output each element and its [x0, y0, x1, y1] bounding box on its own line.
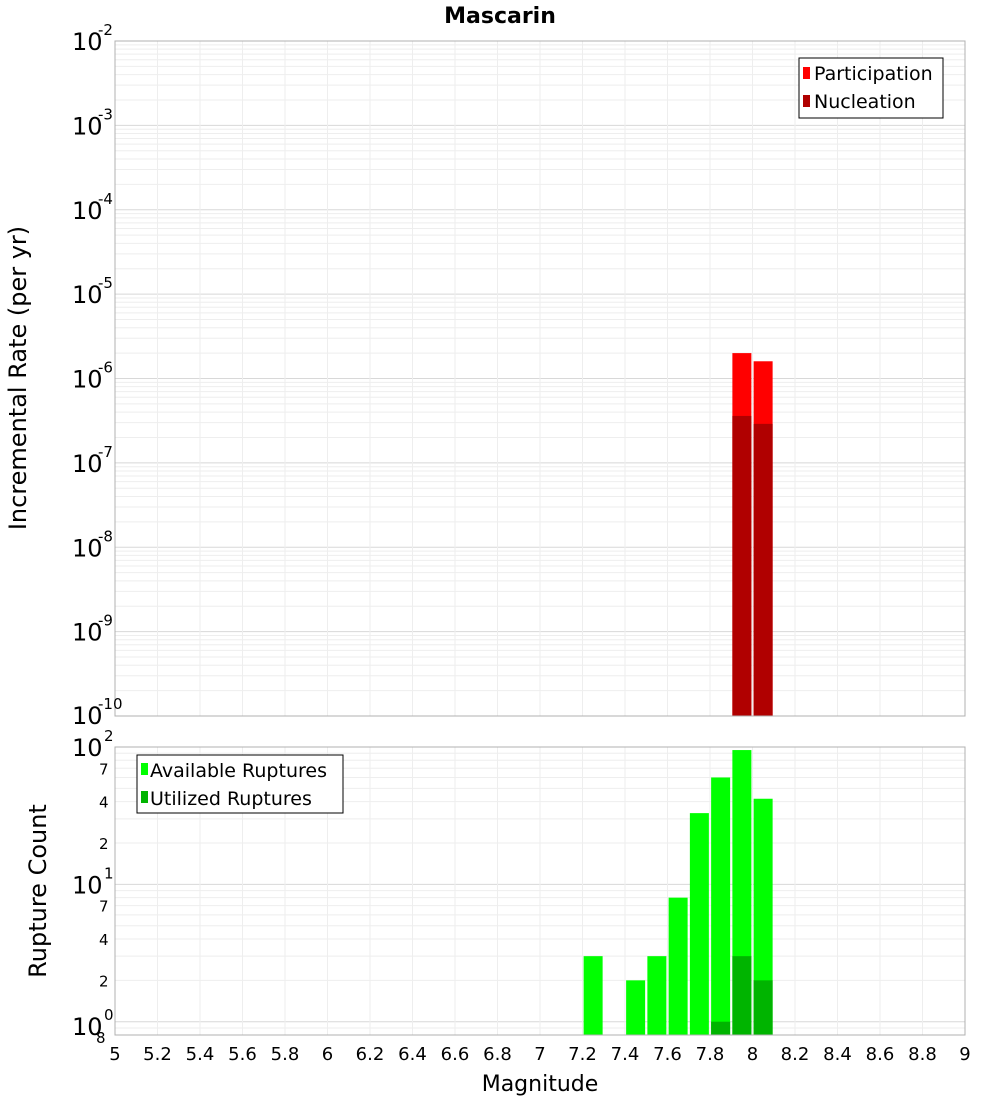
legend-box	[798, 57, 944, 119]
chart-title: Mascarin	[444, 4, 556, 29]
y-tick-exponent: -9	[98, 612, 113, 630]
available-ruptures-bar	[753, 798, 773, 1035]
y-tick-exponent: -2	[98, 21, 113, 39]
y-tick-exponent: -7	[98, 443, 113, 461]
utilized-ruptures-bar	[711, 1021, 731, 1035]
y-tick-label: 10	[72, 702, 103, 730]
legend-box	[136, 754, 344, 814]
available-ruptures-bar	[583, 956, 603, 1035]
x-tick-label: 7.4	[611, 1044, 640, 1065]
y-tick-exponent: -3	[98, 105, 113, 123]
y-tick-label: 10	[72, 197, 103, 225]
legend-swatch	[803, 67, 810, 79]
y-tick-label: 10	[72, 619, 103, 647]
plot-frame	[114, 40, 966, 717]
y-tick-label: 10	[72, 734, 103, 762]
y-tick-label: 10	[72, 281, 103, 309]
y-minor-tick-label: 4	[99, 794, 109, 812]
x-tick-label: 8.8	[908, 1044, 937, 1065]
y-tick-exponent: -5	[98, 274, 113, 292]
x-tick-label: 6.4	[398, 1044, 427, 1065]
y-tick-label: 10	[72, 28, 103, 56]
y-tick-exponent: 2	[104, 727, 114, 745]
y-tick-label: 10	[72, 366, 103, 394]
utilized-ruptures-bar	[732, 956, 752, 1035]
y-tick-exponent: -8	[98, 527, 113, 545]
x-tick-label: 6.8	[483, 1044, 512, 1065]
x-tick-label: 7.2	[568, 1044, 597, 1065]
x-tick-label: 6.2	[356, 1044, 385, 1065]
legend-label: Utilized Ruptures	[150, 788, 312, 810]
rate-chart: 10-210-310-410-510-610-710-810-910-10Par…	[72, 21, 966, 730]
x-tick-label: 6.6	[441, 1044, 470, 1065]
legend-label: Available Ruptures	[150, 760, 327, 782]
y-tick-label: 10	[72, 534, 103, 562]
legend-swatch	[803, 95, 810, 107]
y-tick-exponent: 1	[104, 864, 114, 882]
magnitude-x-axis-label: Magnitude	[482, 1072, 599, 1097]
x-tick-label: 6	[322, 1044, 333, 1065]
available-ruptures-bar	[668, 897, 688, 1035]
y-tick-exponent: -10	[98, 695, 123, 713]
x-tick-label: 8.4	[823, 1044, 852, 1065]
y-tick-label: 10	[72, 1013, 103, 1041]
rate-y-axis-label: Incremental Rate (per yr)	[4, 226, 32, 530]
legend-swatch	[141, 791, 148, 803]
nucleation-bar	[753, 423, 773, 716]
nucleation-bar	[732, 415, 752, 716]
available-ruptures-bar	[689, 813, 709, 1035]
y-minor-tick-label: 2	[99, 835, 109, 853]
x-tick-label: 8	[747, 1044, 758, 1065]
available-ruptures-bar	[647, 956, 667, 1035]
x-tick-label: 7.8	[696, 1044, 725, 1065]
x-tick-label: 8.6	[866, 1044, 895, 1065]
legend-swatch	[141, 763, 148, 775]
legend-label: Nucleation	[814, 91, 916, 113]
x-tick-label: 5	[109, 1044, 120, 1065]
legend: Available Ruptures Utilized Ruptures	[136, 754, 344, 814]
x-tick-label: 9	[959, 1044, 970, 1065]
x-tick-label: 7.6	[653, 1044, 682, 1065]
utilized-ruptures-bar	[753, 980, 773, 1035]
y-minor-tick-label: 7	[99, 760, 109, 778]
y-minor-tick-label: 7	[99, 898, 109, 916]
y-minor-tick-label: 8	[96, 1029, 106, 1047]
y-minor-tick-label: 4	[99, 931, 109, 949]
x-tick-label: 5.4	[186, 1044, 215, 1065]
plot-frame	[114, 746, 966, 1036]
y-tick-label: 10	[72, 871, 103, 899]
y-minor-tick-label: 2	[99, 972, 109, 990]
legend-label: Participation	[814, 63, 933, 85]
y-tick-label: 10	[72, 450, 103, 478]
x-tick-label: 7	[534, 1044, 545, 1065]
y-tick-exponent: -4	[98, 190, 113, 208]
x-tick-label: 8.2	[781, 1044, 810, 1065]
available-ruptures-bar	[626, 980, 646, 1035]
y-tick-exponent: 0	[104, 1006, 114, 1024]
x-tick-label: 5.6	[228, 1044, 257, 1065]
available-ruptures-bar	[711, 777, 731, 1035]
y-tick-exponent: -6	[98, 359, 113, 377]
x-tick-label: 5.8	[271, 1044, 300, 1065]
x-tick-label: 5.2	[143, 1044, 172, 1065]
legend: Participation Nucleation	[798, 57, 944, 119]
count-y-axis-label: Rupture Count	[24, 804, 52, 978]
y-tick-label: 10	[72, 112, 103, 140]
